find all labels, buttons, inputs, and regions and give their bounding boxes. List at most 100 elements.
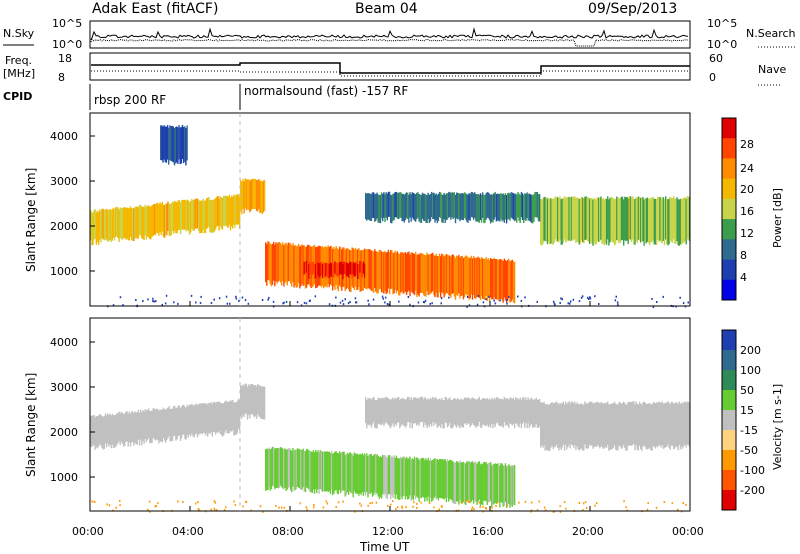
power-cell [510, 192, 512, 218]
power-speck [161, 303, 163, 306]
vel-cell [409, 456, 411, 496]
vel-cell [138, 412, 141, 446]
power-cell [380, 192, 383, 219]
power-cell [257, 180, 259, 212]
power-cell [201, 200, 203, 233]
vel-cell [104, 413, 107, 444]
vel-cell [682, 403, 684, 449]
vel-cell [274, 448, 276, 490]
vel-cell [504, 398, 507, 426]
vel-cell [344, 454, 346, 497]
power-cell [510, 260, 512, 302]
power-cell [441, 194, 443, 223]
power-cell [237, 194, 240, 225]
power-cell [308, 264, 310, 279]
power-cell [509, 193, 511, 221]
vel-cell [418, 398, 420, 426]
power-cell [178, 125, 180, 160]
vel-cell [533, 399, 535, 427]
power-cell [287, 242, 290, 282]
power-speck [388, 303, 390, 306]
vel-cell [655, 402, 658, 447]
power-cell [583, 198, 585, 244]
power-cell [402, 253, 404, 294]
vel-cell [610, 403, 612, 450]
velocity-ytick-3000: 3000 [50, 381, 78, 394]
vel-cell [587, 403, 590, 449]
power-cell [592, 199, 594, 246]
power-cell [511, 192, 513, 219]
vel-cell [202, 403, 204, 434]
power-cell [164, 126, 166, 163]
vel-cell [338, 451, 341, 490]
power-cell [419, 253, 421, 293]
power-colorbar-swatch [722, 239, 736, 260]
vel-cell [382, 397, 384, 424]
power-speck [578, 300, 581, 302]
power-cell [177, 200, 179, 231]
vel-cell [517, 398, 519, 426]
vel-cell [378, 398, 380, 425]
vel-cell [124, 413, 126, 446]
power-cell [284, 243, 286, 284]
power-cell [216, 196, 218, 227]
power-speck [386, 303, 389, 305]
power-cell [163, 125, 165, 160]
power-cell [365, 192, 367, 220]
vel-cell [277, 448, 279, 489]
vel-cell [170, 408, 173, 442]
power-cell [403, 252, 405, 294]
vel-cell [484, 398, 486, 426]
vel-cell [215, 403, 217, 435]
power-cell [244, 178, 246, 208]
xtick-1200: 12:00 [372, 525, 404, 538]
vel-cell [149, 411, 151, 444]
power-cell [93, 209, 95, 240]
vel-cell [683, 402, 685, 447]
vel-cell [327, 452, 329, 493]
power-cell [186, 125, 188, 161]
vel-cell [449, 397, 451, 423]
power-speck [226, 302, 229, 305]
vel-cell [473, 462, 475, 504]
vel-cell [204, 404, 207, 436]
power-cell [415, 194, 417, 222]
power-cell [276, 243, 278, 284]
vel-cell [178, 405, 180, 436]
vel-cell [416, 457, 418, 497]
vel-cell [443, 400, 445, 429]
power-speck [561, 298, 563, 301]
power-cell [555, 197, 558, 242]
power-cell [677, 199, 679, 246]
vel-cell [530, 397, 533, 424]
power-cell [174, 200, 176, 231]
vel-cell [136, 412, 138, 445]
vel-cell [654, 403, 657, 449]
power-cell [485, 193, 487, 220]
nsky-tick-bottom: 10^0 [52, 38, 82, 51]
power-cell [379, 194, 382, 224]
vel-cbar-tick-minus200: -200 [740, 484, 765, 497]
vel-cell [419, 397, 421, 423]
vel-cell [387, 455, 390, 495]
vel-cell [545, 403, 548, 450]
power-cell [462, 193, 465, 221]
power-speck [210, 302, 213, 304]
vel-cell [333, 453, 335, 494]
power-cell [512, 261, 515, 303]
power-cell [210, 199, 212, 233]
vel-cell [184, 407, 186, 440]
power-cell [172, 126, 174, 163]
vel-cell [186, 404, 188, 436]
power-cell [116, 206, 118, 237]
vel-cell [293, 450, 295, 491]
power-cell [466, 255, 468, 295]
vel-speck [396, 506, 399, 509]
power-cell [181, 124, 184, 160]
vel-cell [417, 397, 419, 424]
vel-cell [90, 415, 92, 447]
power-cell [377, 251, 379, 294]
power-cell [328, 263, 330, 278]
vel-cell [677, 404, 679, 451]
vel-cell [336, 453, 338, 494]
